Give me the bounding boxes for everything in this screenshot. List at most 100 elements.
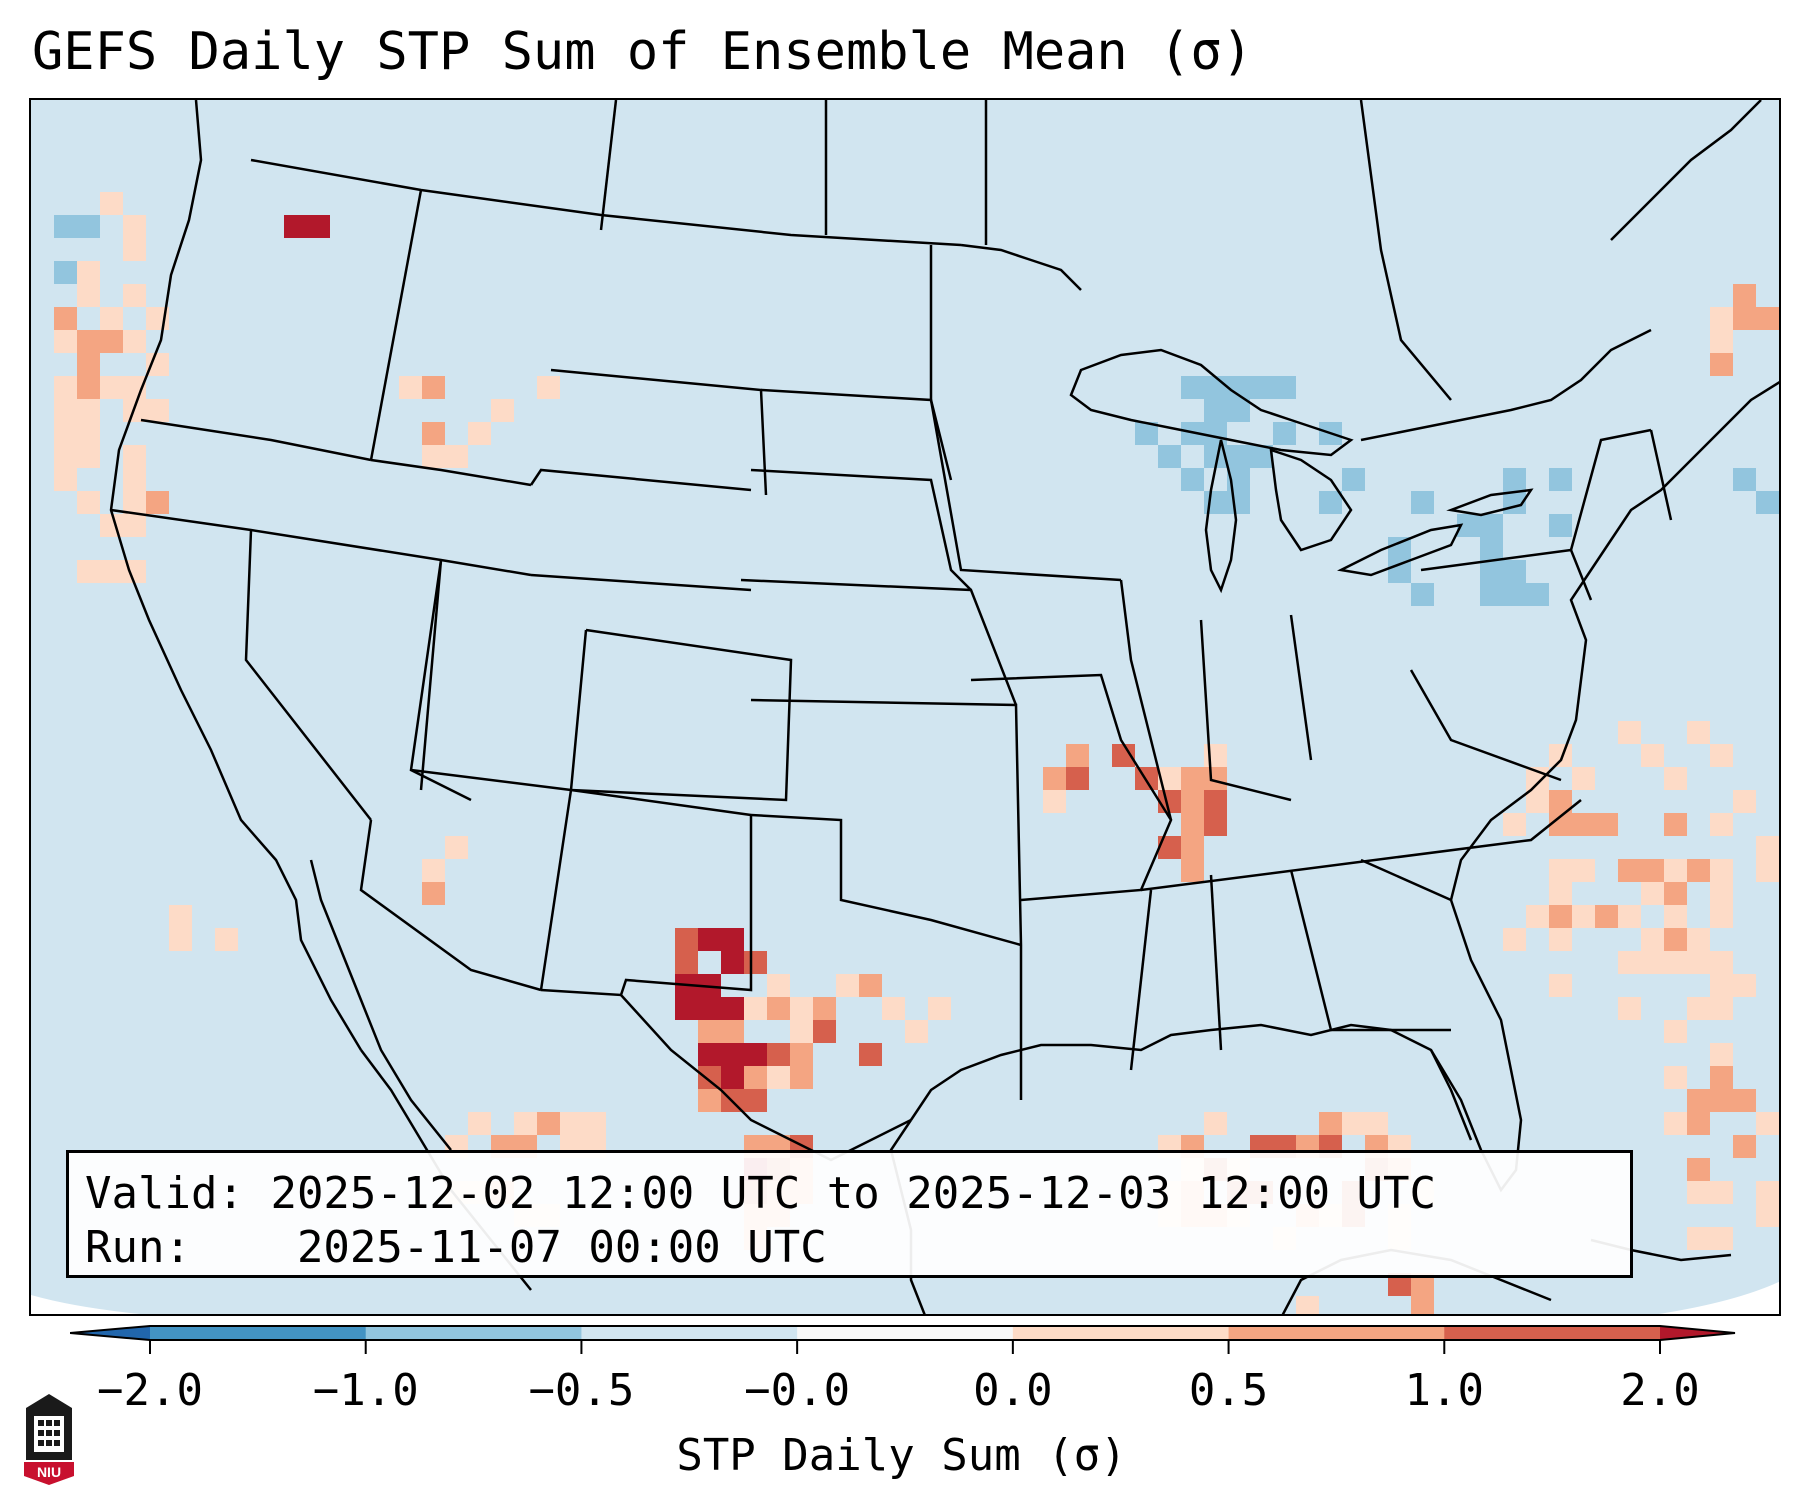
anomaly-cell (1503, 468, 1526, 491)
anomaly-cell (77, 445, 100, 468)
us-canada-border-east (1360, 328, 1652, 442)
anomaly-cell (1733, 307, 1756, 330)
anomaly-cell (1595, 905, 1618, 928)
anomaly-cell (744, 1089, 767, 1112)
colorbar-bin (1228, 1326, 1445, 1340)
lake-erie (1337, 523, 1464, 577)
anomaly-cell (77, 376, 100, 399)
tn-nc-border (1140, 799, 1582, 892)
anomaly-cell (1204, 376, 1227, 399)
map-panel (29, 98, 1781, 1316)
anomaly-cell (1641, 928, 1664, 951)
anomaly-cell (54, 399, 77, 422)
anomaly-cell (1181, 813, 1204, 836)
anomaly-cell (1204, 813, 1227, 836)
anomaly-cell (790, 997, 813, 1020)
colorbar-tick-label: 2.0 (1620, 1365, 1700, 1416)
anomaly-cell (1204, 790, 1227, 813)
lake-huron (1269, 448, 1353, 552)
anomaly-cell (1503, 928, 1526, 951)
anomaly-cell (790, 1043, 813, 1066)
anomaly-cell (1204, 1112, 1227, 1135)
anomaly-cell (1526, 583, 1549, 606)
anomaly-cell (859, 1043, 882, 1066)
ut-az-border (419, 559, 443, 791)
anomaly-cell (1273, 376, 1296, 399)
anomaly-cell (1480, 514, 1503, 537)
anomaly-cell (100, 307, 123, 330)
anomaly-cell (1664, 905, 1687, 928)
anomaly-cell (1664, 859, 1687, 882)
anomaly-cell (1710, 353, 1733, 376)
anomaly-cell (307, 215, 330, 238)
mo-ar-border (970, 673, 1173, 902)
anomaly-cell (721, 1066, 744, 1089)
anomaly-cell (1687, 1112, 1710, 1135)
anomaly-cell (1549, 928, 1572, 951)
anomaly-cell (399, 376, 422, 399)
anomaly-cell (1779, 1089, 1781, 1112)
anomaly-cell (744, 997, 767, 1020)
anomaly-cell (767, 974, 790, 997)
mn-border (929, 245, 1122, 582)
anomaly-cell (77, 353, 100, 376)
anomaly-cell (1710, 330, 1733, 353)
anomaly-cell (1549, 468, 1572, 491)
anomaly-cell (54, 468, 77, 491)
colorbar-tick-label: 0.5 (1188, 1365, 1269, 1416)
anomaly-cell (744, 1043, 767, 1066)
colorbar (70, 1325, 1736, 1354)
anomaly-cell (1043, 767, 1066, 790)
anomaly-cell (445, 445, 468, 468)
ms-border (1129, 889, 1153, 1071)
anomaly-cell (1710, 859, 1733, 882)
colorbar-extend-low (70, 1326, 150, 1340)
baja-coast (309, 859, 452, 1151)
anomaly-cell (1273, 422, 1296, 445)
anomaly-cell (1733, 1089, 1756, 1112)
anomaly-cell (1664, 951, 1687, 974)
anomaly-cell (1687, 997, 1710, 1020)
tx-ok-border (750, 813, 1022, 947)
anomaly-cell (1227, 491, 1250, 514)
anomaly-cell (1411, 1273, 1434, 1296)
anomaly-cell (698, 928, 721, 951)
anomaly-cell (813, 997, 836, 1020)
anomaly-cell (77, 560, 100, 583)
anomaly-cell (1204, 399, 1227, 422)
anomaly-cell (123, 238, 146, 261)
anomaly-cell (1043, 790, 1066, 813)
anomaly-cell (836, 974, 859, 997)
colorbar-label: STP Daily Sum (σ) (676, 1430, 1127, 1481)
anomaly-cell (146, 399, 169, 422)
anomaly-cell (1664, 1066, 1687, 1089)
anomaly-cell (698, 1089, 721, 1112)
anomaly-cell (790, 1020, 813, 1043)
anomaly-cell (77, 215, 100, 238)
anomaly-cell (1181, 790, 1204, 813)
anomaly-cell (560, 1112, 583, 1135)
anomaly-cell (767, 997, 790, 1020)
anomaly-cell (721, 997, 744, 1020)
anomaly-cell (1204, 767, 1227, 790)
anomaly-cell (1135, 422, 1158, 445)
anomaly-cell (1181, 836, 1204, 859)
anomaly-cell (698, 1020, 721, 1043)
anomaly-cell (1549, 859, 1572, 882)
lake-ontario (1446, 488, 1534, 517)
colorbar-tick-label: 0.0 (973, 1365, 1053, 1416)
ca-nv-or-border (110, 508, 532, 577)
anomaly-cell (1158, 445, 1181, 468)
anomaly-cell (54, 445, 77, 468)
anomaly-cell (767, 1043, 790, 1066)
anomaly-cell (813, 1020, 836, 1043)
anomaly-cell (123, 445, 146, 468)
anomaly-cell (1250, 445, 1273, 468)
anomaly-cell (1618, 859, 1641, 882)
colorbar-bin (1012, 1326, 1230, 1340)
anomaly-cell (721, 928, 744, 951)
anomaly-cell (54, 215, 77, 238)
anomaly-cell (1388, 1273, 1411, 1296)
anomaly-cell (77, 399, 100, 422)
anomaly-cell (1342, 1112, 1365, 1135)
